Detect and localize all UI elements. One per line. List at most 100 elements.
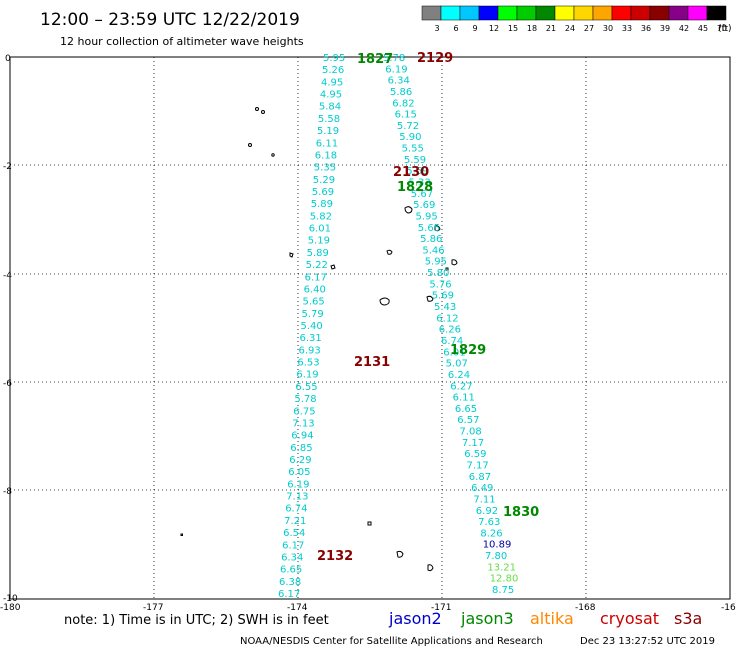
scale-swatch xyxy=(611,5,632,21)
wave-height-value: 7.63 xyxy=(478,517,500,528)
islands xyxy=(180,107,458,572)
scale-label: 3 xyxy=(434,24,439,33)
scale-swatch xyxy=(687,5,708,21)
pass-label: 1827 xyxy=(357,52,393,67)
wave-height-value: 6.19 xyxy=(385,64,407,75)
wave-height-value: 7.17 xyxy=(462,438,484,449)
wave-height-value: 5.43 xyxy=(434,302,456,313)
lat-label: -2 xyxy=(3,162,12,172)
wave-height-value: 7.21 xyxy=(284,516,306,527)
lat-label: -8 xyxy=(3,487,12,497)
wave-height-value: 5.07 xyxy=(446,359,468,370)
lat-label: -6 xyxy=(3,379,12,389)
scale-label: 42 xyxy=(679,24,689,33)
wave-height-value: 5.72 xyxy=(397,121,419,132)
lat-label: 0 xyxy=(5,54,11,64)
wave-height-value: 6.74 xyxy=(285,504,307,515)
map-subtitle: 12 hour collection of altimeter wave hei… xyxy=(60,35,304,48)
wave-height-value: 5.89 xyxy=(307,248,329,259)
wave-height-value: 6.12 xyxy=(436,313,458,324)
wave-height-value: 5.90 xyxy=(399,132,421,143)
lon-label: -168 xyxy=(575,603,596,613)
wave-height-value: 6.65 xyxy=(280,565,302,576)
wave-height-value: 5.26 xyxy=(322,65,344,76)
lon-label: -16 xyxy=(721,603,736,613)
pass-label: 2129 xyxy=(417,51,453,66)
wave-height-value: 6.01 xyxy=(443,347,465,358)
wave-height-value: 6.19 xyxy=(287,479,309,490)
wave-height-value: 12.80 xyxy=(490,574,519,585)
wave-height-value: 5.80 xyxy=(427,268,449,279)
scale-swatch xyxy=(497,5,518,21)
scale-swatch xyxy=(668,5,689,21)
wave-height-value: 5.69 xyxy=(406,166,428,177)
wave-height-value: 5.55 xyxy=(402,144,424,155)
scale-label: 24 xyxy=(565,24,575,33)
wave-height-value: 6.74 xyxy=(441,336,463,347)
wave-height-value: 5.22 xyxy=(306,260,328,271)
wave-height-value: 5.79 xyxy=(302,309,324,320)
pass-label: 1829 xyxy=(450,343,486,358)
pass-label: 2132 xyxy=(317,549,353,564)
wave-height-value: 6.93 xyxy=(299,345,321,356)
wave-height-value: 6.92 xyxy=(476,506,498,517)
wave-height-value: 6.11 xyxy=(453,393,475,404)
wave-height-value: 6.24 xyxy=(448,370,470,381)
wave-height-value: 6.65 xyxy=(455,404,477,415)
pass-labels: 1827 2129 2130 1828 1829 2131 1830 2132 xyxy=(317,51,539,564)
wave-height-value: 5.89 xyxy=(311,199,333,210)
wave-height-value: 6.19 xyxy=(296,370,318,381)
wave-height-value: 6.57 xyxy=(457,415,479,426)
lon-label: -180 xyxy=(0,603,21,613)
wave-height-value: 13.21 xyxy=(487,562,516,573)
wave-height-value: 6.05 xyxy=(288,467,310,478)
scale-label: 70 xyxy=(717,24,727,33)
lon-label: -177 xyxy=(143,603,163,613)
wave-height-value: 5.65 xyxy=(418,223,440,234)
wave-height-value: 5.86 xyxy=(420,234,442,245)
wave-height-value: 6.94 xyxy=(291,431,313,442)
satellite-legend: jason2 jason3 altika cryosat s3a xyxy=(388,609,702,628)
lon-label: -171 xyxy=(431,603,451,613)
lon-label: -174 xyxy=(287,603,308,613)
scale-swatch xyxy=(592,5,613,21)
wave-height-value: 5.59 xyxy=(404,155,426,166)
wave-height-value: 7.13 xyxy=(286,492,308,503)
wave-height-value: 6.49 xyxy=(471,483,493,494)
wave-height-value: 6.85 xyxy=(290,443,312,454)
wave-height-color-scale: 3 6 9 12 15 18 21 24 27 30 33 36 39 42 45 70 xyxy=(421,5,727,33)
note-text: note: 1) Time is in UTC; 2) SWH is in fe… xyxy=(64,613,329,628)
wave-height-value: 7.80 xyxy=(485,551,507,562)
wave-height-value: 5.40 xyxy=(301,321,323,332)
scale-swatch xyxy=(554,5,575,21)
wave-height-value: 6.54 xyxy=(283,528,305,539)
wave-height-value: 7.17 xyxy=(467,461,489,472)
wave-height-value: 6.34 xyxy=(388,76,410,87)
wave-height-value: 8.75 xyxy=(492,585,514,596)
wave-height-value: 6.29 xyxy=(289,455,311,466)
legend-jason2: jason2 xyxy=(388,609,442,628)
scale-swatch xyxy=(459,5,480,21)
scale-label: 45 xyxy=(698,24,708,33)
wave-height-value: 5.46 xyxy=(422,245,444,256)
wave-height-value: 5.65 xyxy=(303,297,325,308)
wave-height-value: 5.29 xyxy=(313,175,335,186)
wave-height-value: 6.01 xyxy=(309,224,331,235)
scale-label: 33 xyxy=(622,24,632,33)
wave-height-value: 6.17 xyxy=(305,272,327,283)
footer-timestamp: Dec 23 13:27:52 UTC 2019 xyxy=(580,636,715,647)
scale-label: 30 xyxy=(603,24,613,33)
wave-height-value: 6.40 xyxy=(304,285,326,296)
scale-swatch xyxy=(516,5,537,21)
scale-label: 21 xyxy=(546,24,556,33)
wave-height-value: 5.95 xyxy=(425,257,447,268)
pass-label: 2130 xyxy=(393,165,429,180)
scale-label: 9 xyxy=(472,24,477,33)
wave-height-value: 10.89 xyxy=(483,540,512,551)
wave-height-value: 4.95 xyxy=(321,77,343,88)
wave-height-value: 5.19 xyxy=(317,126,339,137)
wave-height-value: 5.82 xyxy=(310,211,332,222)
wave-height-value: 5.67 xyxy=(411,189,433,200)
wave-height-value: 6.34 xyxy=(281,553,303,564)
